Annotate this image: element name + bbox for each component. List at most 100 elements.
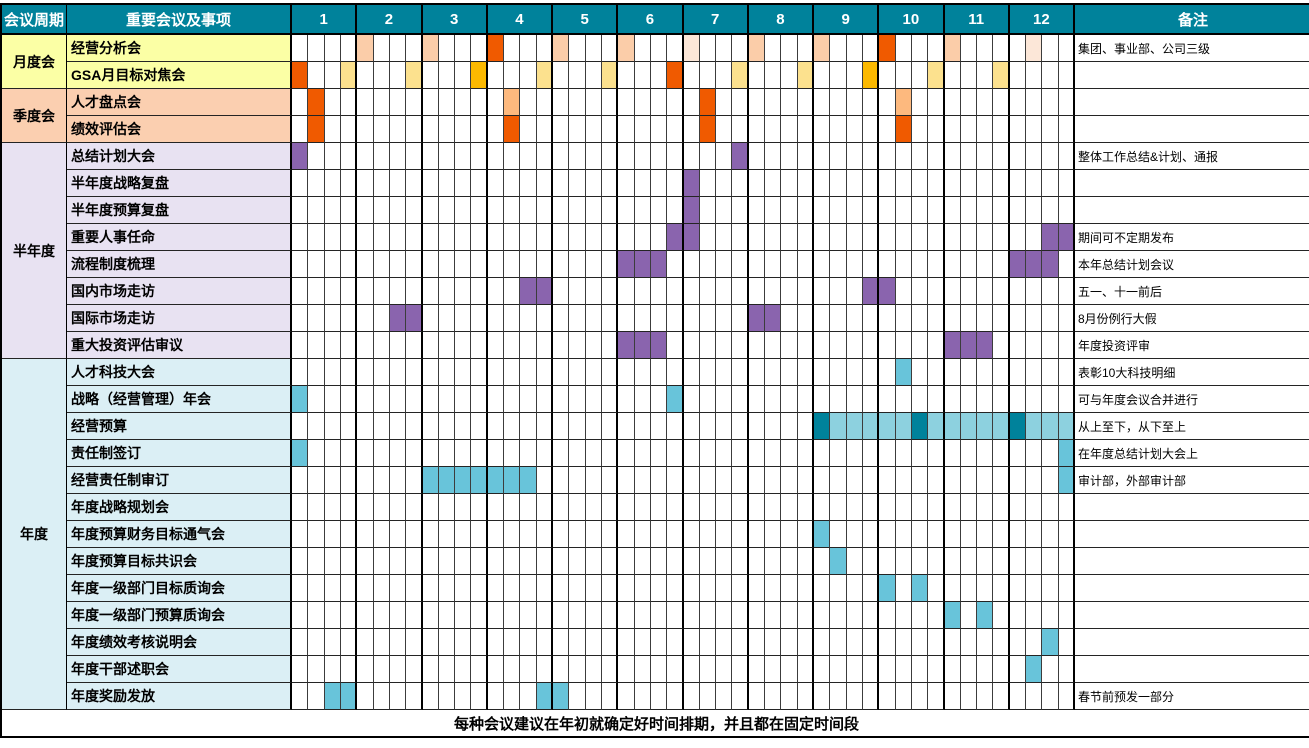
week-cell[interactable] <box>814 521 831 548</box>
week-cell[interactable] <box>504 170 521 197</box>
week-cell[interactable] <box>928 629 945 656</box>
week-cell[interactable] <box>1026 170 1043 197</box>
week-cell[interactable] <box>504 521 521 548</box>
week-cell[interactable] <box>422 602 439 629</box>
week-cell[interactable] <box>993 89 1010 116</box>
week-cell[interactable] <box>422 116 439 143</box>
week-cell[interactable] <box>1026 332 1043 359</box>
note-cell[interactable]: 年度投资评审 <box>1075 332 1309 359</box>
week-cell[interactable] <box>879 629 896 656</box>
week-cell[interactable] <box>389 251 407 278</box>
week-cell[interactable] <box>324 116 341 143</box>
week-cell[interactable] <box>585 386 602 413</box>
week-cell[interactable] <box>1026 629 1043 656</box>
week-cell[interactable] <box>292 197 309 224</box>
week-cell[interactable] <box>389 467 407 494</box>
week-cell[interactable] <box>1026 656 1043 683</box>
week-cell[interactable] <box>928 575 945 602</box>
week-cell[interactable] <box>993 305 1010 332</box>
week-cell[interactable] <box>438 251 456 278</box>
group-cell[interactable]: 月度会 <box>2 35 67 89</box>
week-cell[interactable] <box>977 143 994 170</box>
week-cell[interactable] <box>846 386 863 413</box>
week-cell[interactable] <box>781 440 798 467</box>
week-cell[interactable] <box>781 35 798 62</box>
week-cell[interactable] <box>536 143 553 170</box>
week-cell[interactable] <box>324 359 341 386</box>
week-cell[interactable] <box>618 656 635 683</box>
week-cell[interactable] <box>438 440 456 467</box>
week-cell[interactable] <box>292 629 309 656</box>
week-cell[interactable] <box>471 332 488 359</box>
week-cell[interactable] <box>553 278 570 305</box>
week-cell[interactable] <box>504 197 521 224</box>
week-cell[interactable] <box>699 332 717 359</box>
week-cell[interactable] <box>993 548 1010 575</box>
week-cell[interactable] <box>960 440 978 467</box>
week-cell[interactable] <box>1058 62 1075 89</box>
week-cell[interactable] <box>895 656 912 683</box>
week-cell[interactable] <box>618 89 635 116</box>
week-cell[interactable] <box>781 197 798 224</box>
week-cell[interactable] <box>960 629 978 656</box>
week-cell[interactable] <box>781 143 798 170</box>
week-cell[interactable] <box>862 224 880 251</box>
week-cell[interactable] <box>765 602 782 629</box>
week-cell[interactable] <box>585 251 602 278</box>
week-cell[interactable] <box>781 683 798 710</box>
week-cell[interactable] <box>471 548 488 575</box>
week-cell[interactable] <box>618 143 635 170</box>
week-cell[interactable] <box>422 359 439 386</box>
week-cell[interactable] <box>422 440 439 467</box>
week-cell[interactable] <box>520 251 537 278</box>
week-cell[interactable] <box>389 197 407 224</box>
note-cell[interactable]: 审计部，外部审计部 <box>1075 467 1309 494</box>
week-cell[interactable] <box>553 62 570 89</box>
week-cell[interactable] <box>977 116 994 143</box>
week-cell[interactable] <box>1026 143 1043 170</box>
week-cell[interactable] <box>634 251 651 278</box>
week-cell[interactable] <box>650 656 668 683</box>
week-cell[interactable] <box>814 143 831 170</box>
week-cell[interactable] <box>1009 548 1027 575</box>
week-cell[interactable] <box>1058 656 1075 683</box>
week-cell[interactable] <box>911 359 929 386</box>
week-cell[interactable] <box>879 386 896 413</box>
week-cell[interactable] <box>634 521 651 548</box>
week-cell[interactable] <box>389 170 407 197</box>
week-cell[interactable] <box>601 332 619 359</box>
week-cell[interactable] <box>1009 332 1027 359</box>
week-cell[interactable] <box>438 656 456 683</box>
week-cell[interactable] <box>438 143 456 170</box>
week-cell[interactable] <box>814 548 831 575</box>
week-cell[interactable] <box>814 89 831 116</box>
week-cell[interactable] <box>504 89 521 116</box>
week-cell[interactable] <box>422 143 439 170</box>
week-cell[interactable] <box>667 521 684 548</box>
week-cell[interactable] <box>357 440 374 467</box>
note-cell[interactable]: 集团、事业部、公司三级 <box>1075 35 1309 62</box>
week-cell[interactable] <box>928 467 945 494</box>
week-cell[interactable] <box>1026 413 1043 440</box>
week-cell[interactable] <box>455 629 472 656</box>
week-cell[interactable] <box>699 548 717 575</box>
week-cell[interactable] <box>699 656 717 683</box>
week-cell[interactable] <box>699 278 717 305</box>
week-cell[interactable] <box>911 305 929 332</box>
week-cell[interactable] <box>993 656 1010 683</box>
week-cell[interactable] <box>977 386 994 413</box>
week-cell[interactable] <box>830 575 847 602</box>
week-cell[interactable] <box>324 440 341 467</box>
week-cell[interactable] <box>797 143 814 170</box>
week-cell[interactable] <box>797 575 814 602</box>
week-cell[interactable] <box>667 359 684 386</box>
week-cell[interactable] <box>960 224 978 251</box>
week-cell[interactable] <box>667 575 684 602</box>
week-cell[interactable] <box>748 656 766 683</box>
week-cell[interactable] <box>716 116 733 143</box>
week-cell[interactable] <box>406 116 423 143</box>
week-cell[interactable] <box>455 251 472 278</box>
week-cell[interactable] <box>928 548 945 575</box>
week-cell[interactable] <box>895 143 912 170</box>
week-cell[interactable] <box>389 521 407 548</box>
